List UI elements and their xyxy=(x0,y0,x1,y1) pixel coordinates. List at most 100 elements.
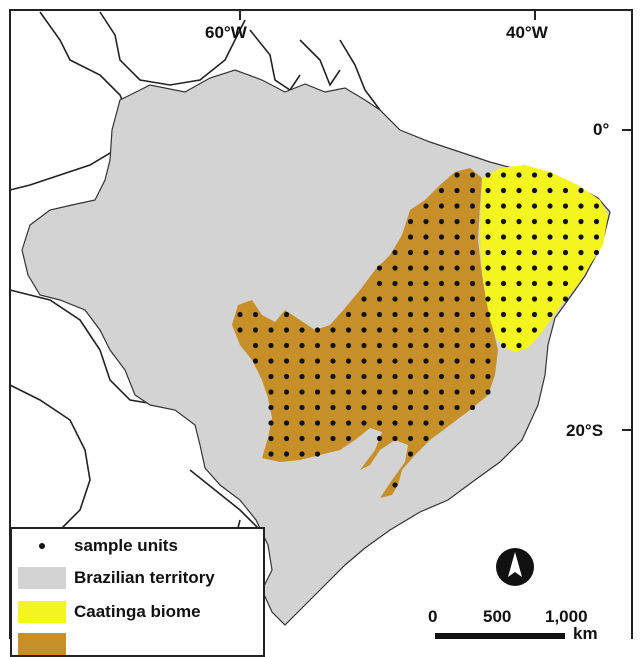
sample-unit-dot xyxy=(314,327,321,333)
sample-unit-dot xyxy=(345,311,352,318)
sample-unit-dot xyxy=(376,265,383,271)
sample-unit-dot xyxy=(562,203,569,209)
sample-unit-dot xyxy=(454,404,460,411)
sample-unit-dot xyxy=(547,296,553,302)
sample-unit-dot xyxy=(578,218,584,225)
sample-unit-dot xyxy=(438,249,445,256)
sample-unit-dot xyxy=(283,420,290,426)
sample-unit-dot xyxy=(578,203,584,209)
sample-unit-dot xyxy=(361,389,367,395)
caatinga-biome xyxy=(480,165,608,352)
sample-unit-dot xyxy=(469,249,476,256)
sample-unit-dot xyxy=(283,358,290,364)
sample-unit-dot xyxy=(423,373,429,380)
graticule-ticks xyxy=(239,10,632,431)
sample-unit-dot xyxy=(531,218,538,225)
sample-unit-dot xyxy=(469,265,476,271)
sample-unit-dot xyxy=(578,187,584,194)
sample-unit-dot xyxy=(469,234,476,240)
sample-unit-dot xyxy=(283,342,290,349)
sample-unit-dot xyxy=(314,373,321,380)
sample-unit-dot xyxy=(330,342,336,349)
sample-unit-dot xyxy=(485,327,491,333)
sample-unit-dot xyxy=(547,187,553,194)
sample-unit-dot xyxy=(562,234,569,240)
sample-unit-dot xyxy=(500,342,507,349)
sample-unit-dot xyxy=(361,358,367,364)
sample-unit-dot xyxy=(376,435,383,442)
sample-unit-dot xyxy=(469,187,476,194)
sample-unit-dot xyxy=(547,311,553,318)
sample-unit-dot xyxy=(531,234,538,240)
sample-unit-dot xyxy=(392,358,398,364)
latitude-label-0: 0° xyxy=(593,120,609,139)
sample-unit-dot xyxy=(361,296,367,302)
sample-unit-dot xyxy=(438,187,445,194)
sample-unit-dot xyxy=(516,265,522,271)
sample-unit-dot xyxy=(578,265,584,271)
sample-unit-dot xyxy=(516,296,522,302)
sample-unit-dot xyxy=(547,203,553,209)
sample-unit-dot xyxy=(516,234,522,240)
sample-unit-dot xyxy=(330,420,336,426)
sample-unit-dot xyxy=(345,435,352,442)
sample-unit-dot xyxy=(423,280,429,287)
sample-unit-dot xyxy=(438,389,445,395)
cerrado-biome xyxy=(232,168,498,498)
sample-unit-dot xyxy=(299,404,305,411)
sample-unit-dot xyxy=(407,342,414,349)
sample-unit-dot xyxy=(485,265,491,271)
sample-unit-dot xyxy=(500,280,507,287)
sample-unit-dot xyxy=(299,420,305,426)
sample-unit-dot xyxy=(438,342,445,349)
sample-unit-dot xyxy=(423,218,429,225)
sample-unit-dot xyxy=(562,187,569,194)
sample-unit-dot xyxy=(314,435,321,442)
sample-unit-dot xyxy=(438,311,445,318)
sample-unit-dot xyxy=(500,218,507,225)
sample-unit-dot xyxy=(423,249,429,256)
legend-item-sample-units: sample units xyxy=(18,535,178,557)
sample-unit-dot xyxy=(438,373,445,380)
legend-swatch-cerrado xyxy=(18,633,66,655)
sample-unit-dot xyxy=(330,373,336,380)
sample-unit-dot xyxy=(407,311,414,318)
sample-unit-dot xyxy=(252,327,259,333)
sample-unit-dot xyxy=(299,451,305,457)
legend-item-brazil: Brazilian territory xyxy=(18,567,215,589)
sample-unit-dot xyxy=(438,203,445,209)
sample-unit-dot xyxy=(423,311,429,318)
sample-unit-dot xyxy=(547,265,553,271)
sample-unit-dot xyxy=(485,296,491,302)
sample-unit-dot xyxy=(438,358,445,364)
legend-item-caatinga: Caatinga biome xyxy=(18,601,201,623)
sample-unit-dot xyxy=(500,172,507,178)
sample-unit-dot xyxy=(376,404,383,411)
sample-unit-dot xyxy=(562,265,569,271)
sample-unit-dot xyxy=(516,249,522,256)
sample-unit-dot xyxy=(578,249,584,256)
sample-unit-dot xyxy=(469,311,476,318)
sample-unit-dot xyxy=(469,280,476,287)
sample-unit-dot xyxy=(407,249,414,256)
sample-unit-dot xyxy=(454,342,460,349)
sample-unit-dot xyxy=(407,327,414,333)
sample-unit-dot xyxy=(376,327,383,333)
sample-unit-dot xyxy=(314,358,321,364)
sample-unit-dot xyxy=(330,435,336,442)
sample-unit-dot xyxy=(268,389,274,395)
sample-unit-dot xyxy=(485,389,491,395)
sample-unit-dot xyxy=(407,265,414,271)
sample-unit-dot xyxy=(361,373,367,380)
sample-unit-dot xyxy=(268,327,274,333)
sample-unit-dot xyxy=(485,218,491,225)
sample-unit-dot xyxy=(593,249,600,256)
sample-unit-dot xyxy=(500,249,507,256)
sample-unit-dot xyxy=(469,342,476,349)
sample-unit-dot xyxy=(268,358,274,364)
sample-unit-dot xyxy=(314,342,321,349)
sample-unit-dot xyxy=(454,249,460,256)
sample-unit-dot xyxy=(438,265,445,271)
sample-unit-dot xyxy=(485,358,491,364)
sample-unit-dot xyxy=(454,373,460,380)
